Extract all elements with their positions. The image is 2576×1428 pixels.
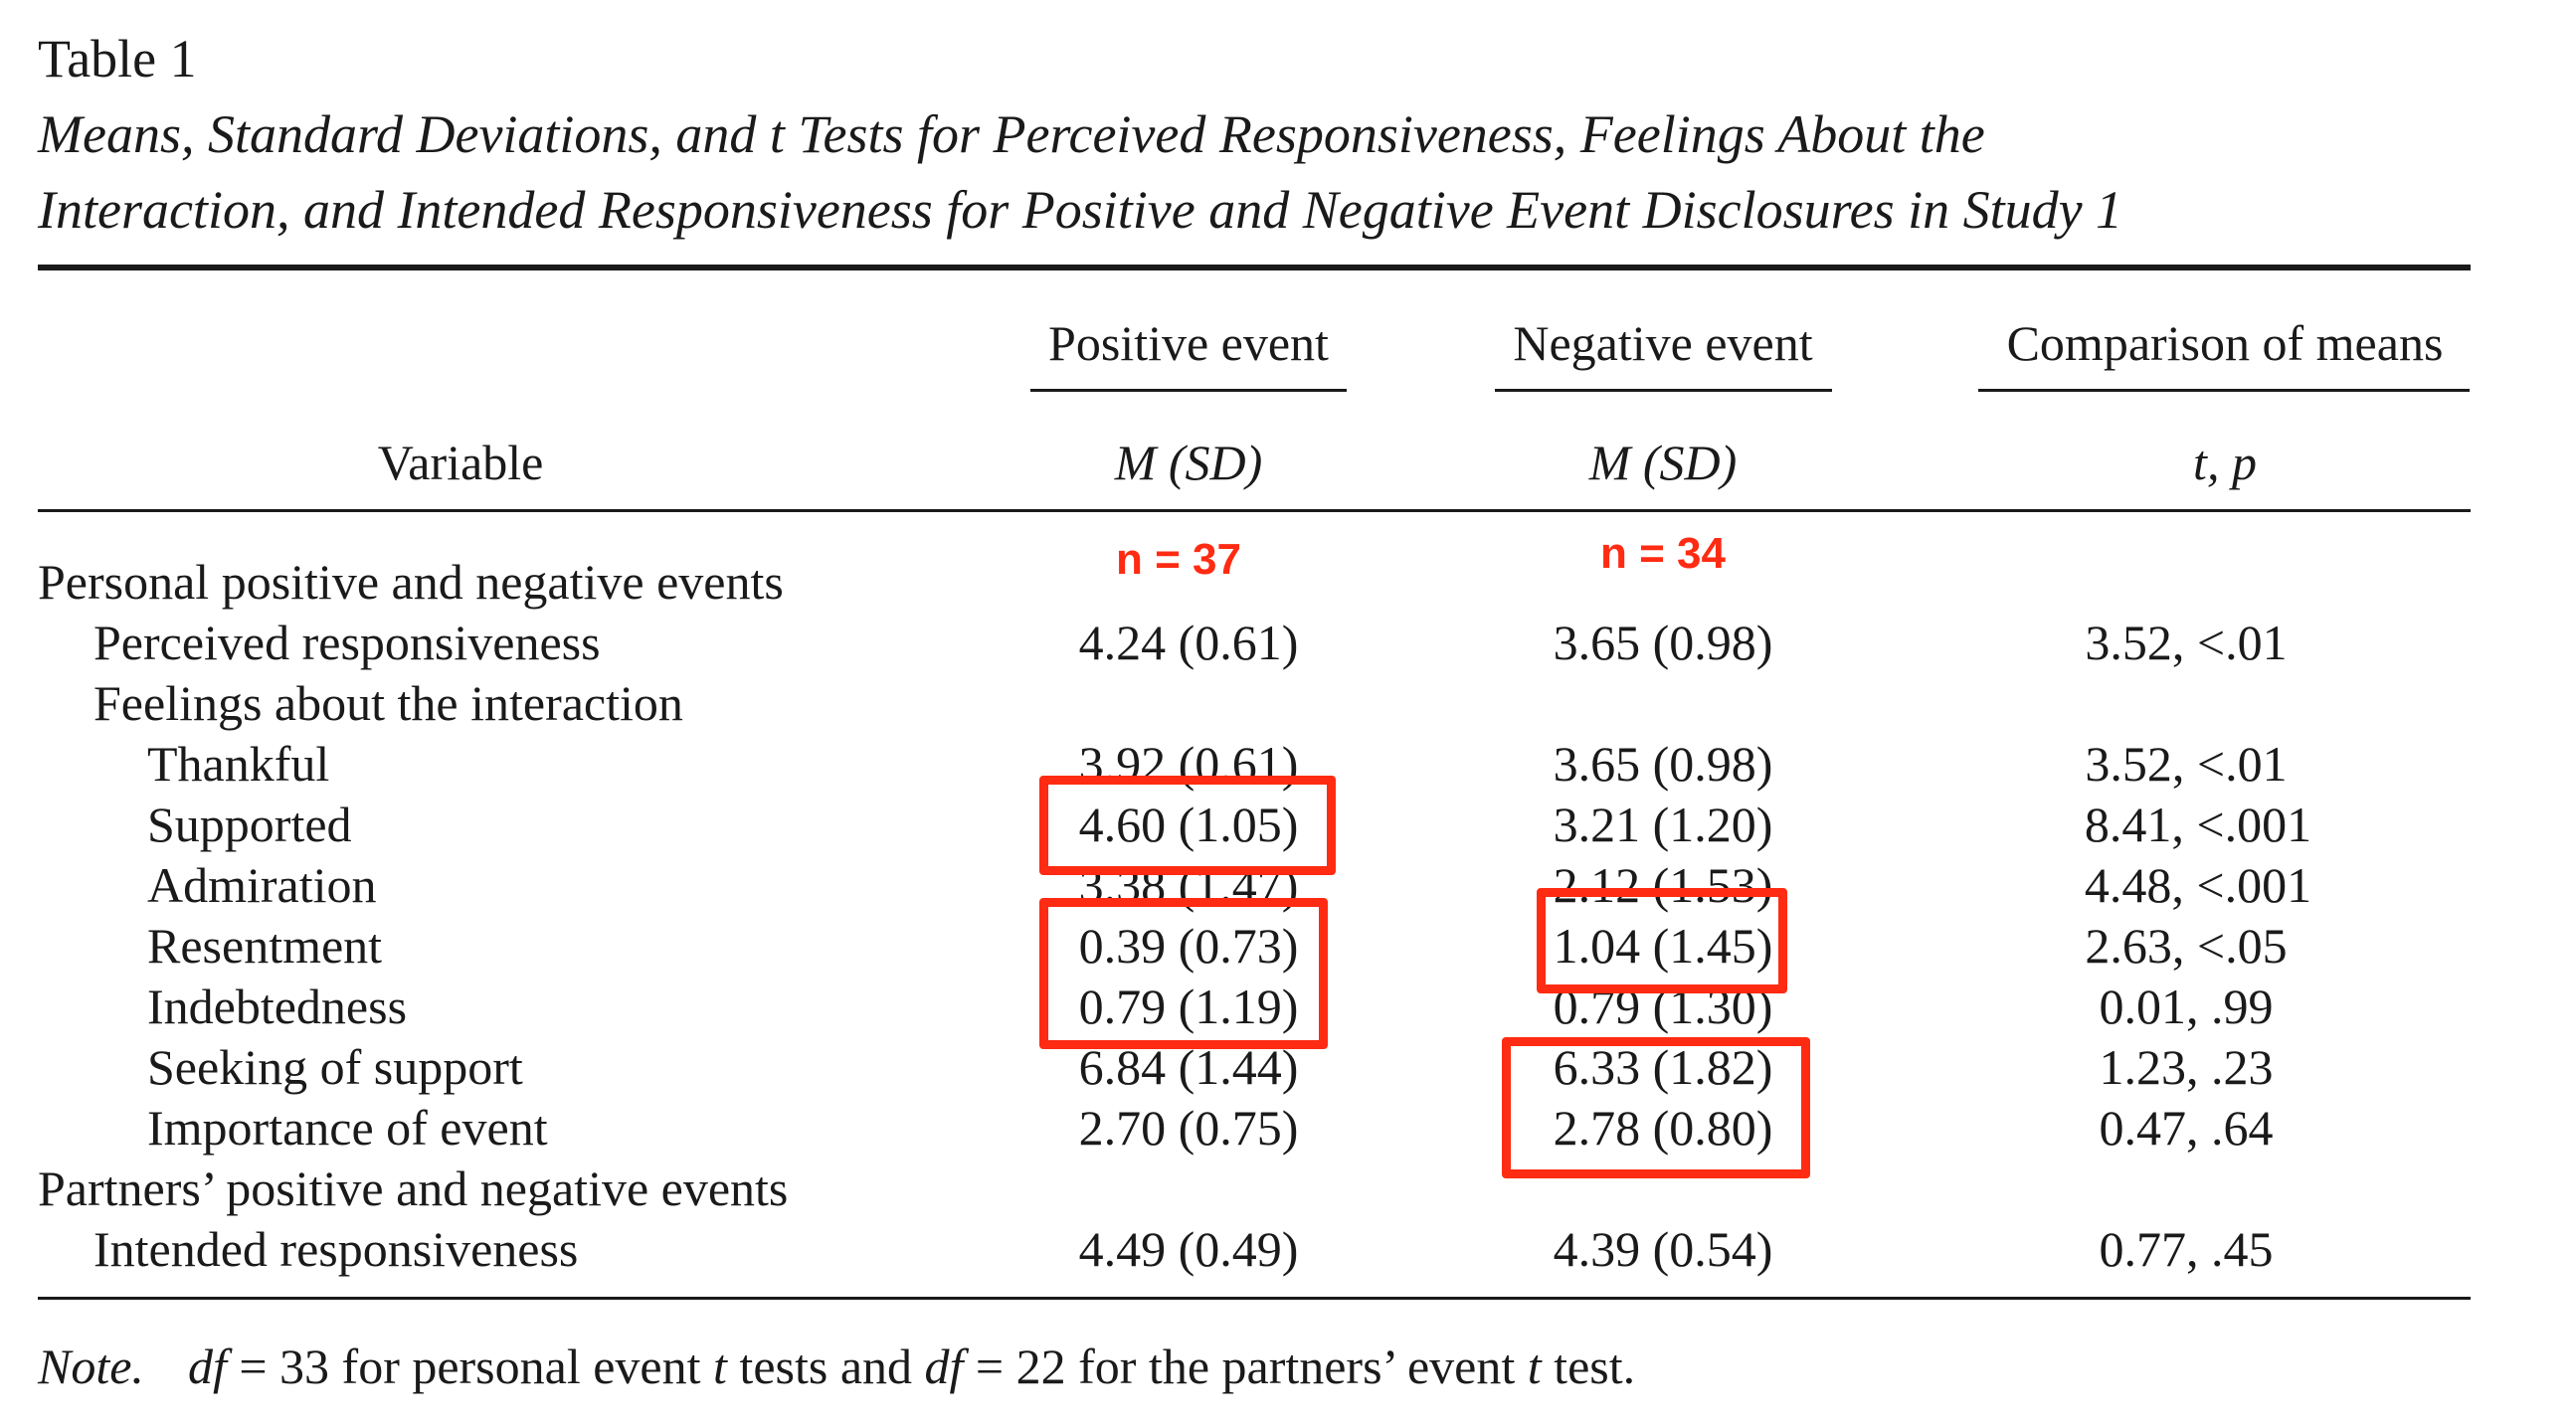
note-text-2: tests and <box>726 1339 925 1394</box>
positive-mean-sd: 0.79 (1.19) <box>1078 979 1299 1034</box>
bottom-rule <box>38 1297 2471 1300</box>
top-rule <box>38 265 2471 270</box>
t-p-value: 3.52, <.01 <box>2085 736 2288 792</box>
negative-mean-sd: 4.39 (0.54) <box>1553 1221 1773 1277</box>
positive-mean-sd: 4.24 (0.61) <box>1078 615 1299 670</box>
note-text-4: test. <box>1541 1339 1636 1394</box>
negative-mean-sd: 1.04 (1.45) <box>1553 918 1773 974</box>
highlight-box-seeking-importance-negative <box>1502 1037 1810 1178</box>
positive-mean-sd: 2.70 (0.75) <box>1078 1100 1299 1156</box>
row-label: Importance of event <box>147 1100 548 1156</box>
note-t-1: t <box>713 1339 727 1394</box>
row-label: Intended responsiveness <box>93 1221 579 1277</box>
header-comparison: Comparison of means <box>2006 315 2444 371</box>
header-positive-event: Positive event <box>1048 315 1329 371</box>
header-negative-stat: M (SD) <box>1588 435 1738 490</box>
comparison-spanner-rule <box>1978 389 2470 392</box>
highlight-box-supported-positive <box>1039 776 1336 875</box>
t-p-value: 4.48, <.001 <box>2084 857 2312 913</box>
note-text-3: = 22 for the partners’ event <box>963 1339 1528 1394</box>
table-note: Note. df = 33 for personal event t tests … <box>38 1338 1635 1395</box>
negative-mean-sd: 6.33 (1.82) <box>1553 1039 1773 1095</box>
row-label: Supported <box>147 797 352 852</box>
positive-mean-sd: 4.49 (0.49) <box>1078 1221 1299 1277</box>
negative-mean-sd: 3.65 (0.98) <box>1553 615 1773 670</box>
negative-mean-sd: 3.21 (1.20) <box>1553 797 1773 852</box>
row-label: Personal positive and negative events <box>38 554 784 610</box>
t-p-value: 1.23, .23 <box>2099 1039 2274 1095</box>
row-label: Admiration <box>147 857 377 913</box>
header-rule <box>38 509 2471 512</box>
header-negative-event: Negative event <box>1513 315 1813 371</box>
header-positive-stat: M (SD) <box>1114 435 1263 490</box>
note-label: Note. <box>38 1339 144 1394</box>
row-label: Seeking of support <box>147 1039 523 1095</box>
table-caption-line-2: Interaction, and Intended Responsiveness… <box>38 180 2123 240</box>
negative-mean-sd: 2.78 (0.80) <box>1553 1100 1773 1156</box>
t-p-value: 0.01, .99 <box>2099 979 2274 1034</box>
t-p-value: 0.47, .64 <box>2099 1100 2274 1156</box>
highlight-box-resentment-negative <box>1537 888 1787 993</box>
positive-spanner-rule <box>1030 389 1347 392</box>
annotation-n-positive: n = 37 <box>1116 535 1241 584</box>
row-label: Indebtedness <box>147 979 408 1034</box>
header-variable: Variable <box>377 435 544 490</box>
note-text-1: = 33 for personal event <box>226 1339 714 1394</box>
row-label: Feelings about the interaction <box>93 675 683 731</box>
row-label: Perceived responsiveness <box>93 615 601 670</box>
row-label: Thankful <box>147 736 330 792</box>
negative-mean-sd: 3.65 (0.98) <box>1553 736 1773 792</box>
t-p-value: 3.52, <.01 <box>2085 615 2288 670</box>
row-label: Resentment <box>147 918 383 974</box>
note-df-2: df <box>924 1339 964 1394</box>
positive-mean-sd: 0.39 (0.73) <box>1078 918 1299 974</box>
t-p-value: 2.63, <.05 <box>2085 918 2288 974</box>
positive-mean-sd: 4.60 (1.05) <box>1078 797 1299 852</box>
t-p-value: 8.41, <.001 <box>2084 797 2312 852</box>
highlight-box-resentment-indebtedness-positive <box>1039 898 1328 1049</box>
table-label: Table 1 <box>38 29 197 89</box>
note-df-1: df <box>187 1339 227 1394</box>
negative-spanner-rule <box>1495 389 1832 392</box>
note-t-2: t <box>1527 1339 1542 1394</box>
table-caption-line-1: Means, Standard Deviations, and t Tests … <box>38 104 1985 164</box>
negative-mean-sd: 2.12 (1.53) <box>1553 857 1773 913</box>
header-comparison-stat: t, p <box>2193 435 2257 490</box>
t-p-value: 0.77, .45 <box>2099 1221 2274 1277</box>
row-label: Partners’ positive and negative events <box>38 1160 789 1216</box>
annotation-n-negative: n = 34 <box>1600 529 1726 578</box>
